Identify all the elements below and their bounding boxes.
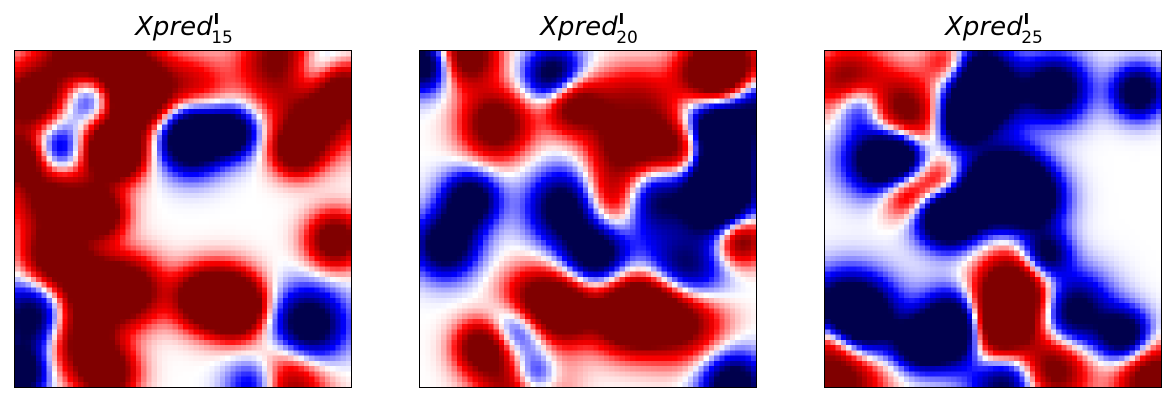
panel-1-field-canvas (15, 51, 351, 387)
panel-1-title-sub: 15 (211, 28, 233, 48)
panel-2-title: XpredI20 (419, 10, 759, 48)
panel-3-title-sub: 25 (1021, 28, 1043, 48)
panel-3-title: XpredI25 (824, 10, 1164, 48)
panel-2-image (419, 50, 757, 388)
panel-3-title-sup: I (1023, 10, 1030, 28)
panel-1-title-base: Xpred (135, 12, 213, 42)
panel-2-title-base: Xpred (540, 12, 618, 42)
panel-3-title-base: Xpred (945, 12, 1023, 42)
panel-3-image (824, 50, 1162, 388)
panel-3-field-canvas (825, 51, 1161, 387)
panel-1-title: XpredI15 (14, 10, 354, 48)
panel-2-field-canvas (420, 51, 756, 387)
panel-2-title-sub: 20 (616, 28, 638, 48)
panel-1-title-sup: I (213, 10, 220, 28)
panel-1-image (14, 50, 352, 388)
panel-2-title-sup: I (618, 10, 625, 28)
